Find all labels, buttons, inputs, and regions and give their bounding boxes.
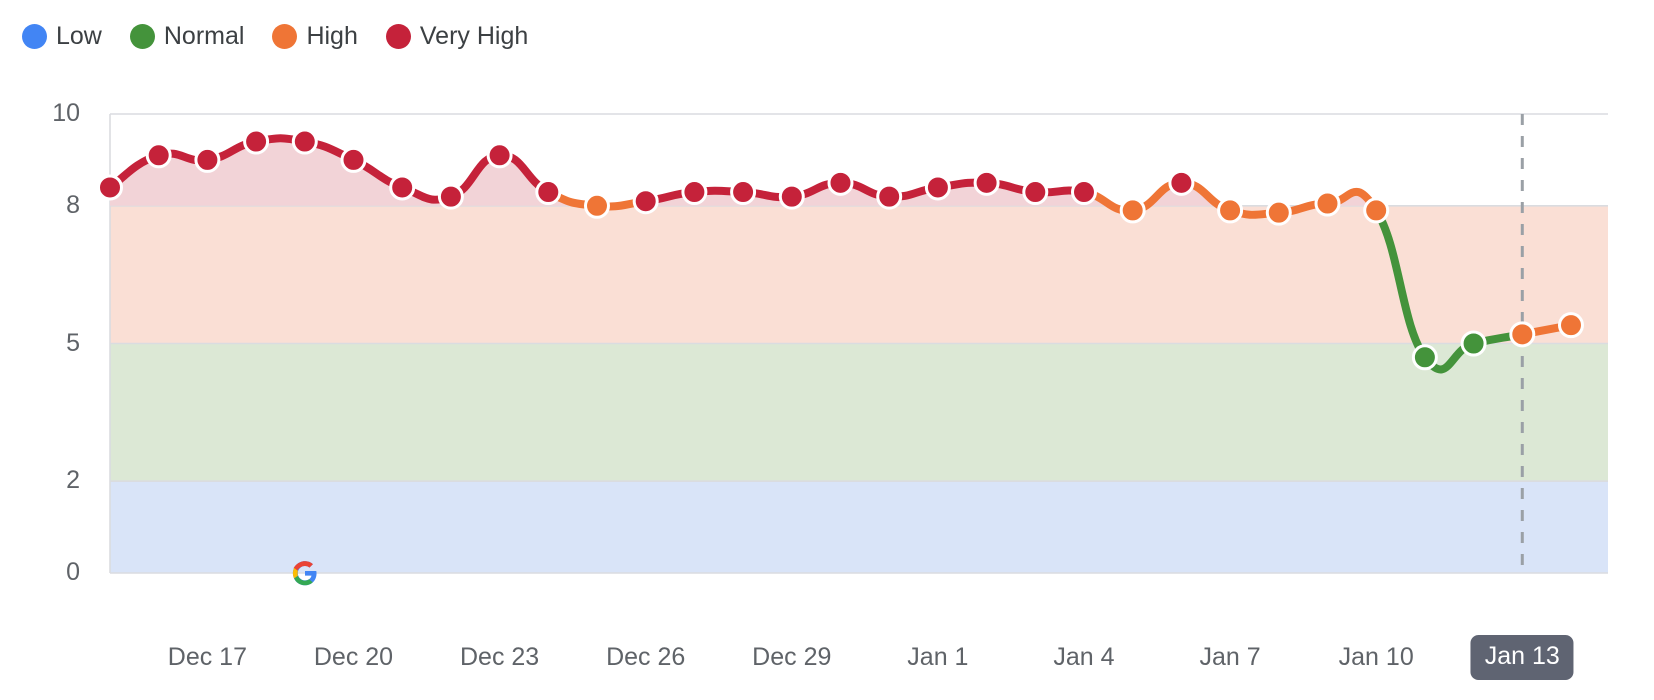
data-point[interactable]	[1022, 179, 1049, 206]
chart-legend: Low Normal High Very High	[22, 16, 528, 56]
line-segment	[840, 178, 890, 201]
data-point[interactable]	[924, 174, 951, 201]
data-point[interactable]	[632, 188, 659, 215]
data-point[interactable]	[97, 174, 123, 201]
data-point[interactable]	[681, 179, 708, 206]
line-segment	[1327, 187, 1377, 219]
data-point[interactable]	[437, 183, 464, 210]
x-axis-tick-jan-1: Jan 1	[907, 643, 969, 671]
google-logo-marker	[292, 561, 317, 586]
data-point[interactable]	[1363, 197, 1390, 224]
x-axis-tick-dec-17: Dec 17	[167, 643, 247, 671]
x-axis-tick-jan-13: Jan 13	[1470, 635, 1574, 680]
data-point[interactable]	[973, 169, 1000, 196]
circle-icon	[129, 23, 155, 49]
data-point[interactable]	[145, 142, 172, 169]
x-axis-tick-jan-4: Jan 4	[1053, 643, 1115, 671]
data-point[interactable]	[876, 183, 903, 210]
data-point[interactable]	[1265, 199, 1292, 226]
band-low	[110, 481, 1608, 573]
legend-item-high[interactable]: High	[272, 21, 358, 50]
data-point[interactable]	[194, 146, 221, 173]
data-point[interactable]	[1314, 190, 1341, 217]
data-point[interactable]	[291, 128, 318, 155]
data-point[interactable]	[1411, 344, 1438, 371]
x-axis-tick-dec-20: Dec 20	[313, 643, 394, 671]
data-point[interactable]	[535, 179, 562, 206]
circle-icon	[272, 23, 298, 49]
y-axis-tick-0: 0	[66, 558, 80, 586]
data-point[interactable]	[730, 179, 757, 206]
x-axis-tick-dec-26: Dec 26	[606, 643, 686, 671]
data-point[interactable]	[486, 142, 513, 169]
data-point[interactable]	[340, 146, 367, 173]
legend-item-very-high[interactable]: Very High	[385, 21, 529, 50]
x-axis-tick-dec-29: Dec 29	[752, 643, 832, 671]
data-point[interactable]	[827, 169, 854, 196]
circle-icon	[22, 23, 47, 49]
data-point[interactable]	[243, 128, 270, 155]
legend-item-normal[interactable]: Normal	[129, 21, 245, 50]
series-points[interactable]	[97, 128, 1584, 371]
data-point[interactable]	[778, 183, 805, 210]
y-axis-tick-8: 8	[66, 190, 80, 219]
y-axis-tick-10: 10	[52, 99, 80, 127]
legend-item-label: Very High	[419, 21, 529, 50]
data-point[interactable]	[1168, 169, 1195, 196]
y-axis-tick-2: 2	[66, 466, 80, 495]
threshold-bands	[110, 205, 1608, 573]
x-axis-tick-jan-7: Jan 7	[1199, 643, 1261, 671]
google-logo-icon	[292, 561, 317, 586]
data-point[interactable]	[1070, 179, 1097, 206]
circle-icon	[385, 23, 411, 49]
x-axis-tick-jan-10: Jan 10	[1338, 643, 1414, 671]
legend-item-label: High	[306, 21, 358, 50]
data-point[interactable]	[1460, 330, 1487, 357]
x-axis-tick-dec-23: Dec 23	[459, 643, 540, 671]
data-point[interactable]	[389, 174, 416, 201]
legend-item-label: Normal	[163, 21, 245, 50]
data-point[interactable]	[1557, 312, 1584, 339]
legend-item-label: Low	[56, 21, 102, 50]
data-point[interactable]	[1119, 197, 1146, 224]
y-axis-tick-5: 5	[66, 328, 80, 357]
data-point[interactable]	[583, 192, 610, 219]
legend-item-low[interactable]: Low	[22, 21, 102, 50]
band-high	[110, 205, 1608, 344]
data-point[interactable]	[1509, 321, 1536, 348]
data-point[interactable]	[1217, 197, 1244, 224]
band-normal	[110, 343, 1608, 482]
